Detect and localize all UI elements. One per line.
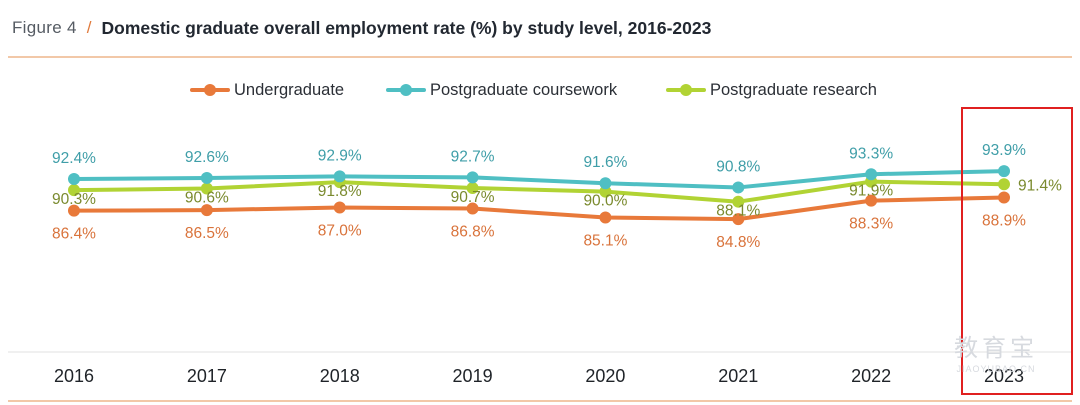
series-line-undergraduate [72,195,1006,222]
highlight-box-2023 [961,107,1073,395]
data-label-undergraduate-2023: 88.9% [982,212,1026,229]
data-point-undergraduate-2022 [865,194,878,207]
data-point-undergraduate-2017 [200,204,213,217]
legend-item-postgraduate-coursework: Postgraduate coursework [386,78,617,102]
series-line-postgraduate-research [72,179,1006,204]
data-point-undergraduate-2020 [599,211,612,224]
data-point-undergraduate-2021 [732,213,745,226]
data-label-postgraduate-research-2017: 90.6% [185,190,229,207]
data-label-postgraduate-coursework-2022: 93.3% [849,145,893,162]
x-tick-label-2021: 2021 [718,366,758,386]
data-label-postgraduate-coursework-2016: 92.4% [52,150,96,167]
legend-swatch-undergraduate [190,84,230,96]
data-label-postgraduate-research-2019: 90.7% [451,189,495,206]
data-label-postgraduate-coursework-2018: 92.9% [318,147,362,164]
data-label-undergraduate-2017: 86.5% [185,225,229,242]
data-label-postgraduate-research-2016: 90.3% [52,191,96,208]
data-point-postgraduate-research-2017 [200,182,213,195]
data-label-postgraduate-research-2020: 90.0% [583,193,627,210]
data-point-postgraduate-coursework-2020 [599,177,612,190]
data-label-undergraduate-2019: 86.8% [451,224,495,241]
x-tick-label-2019: 2019 [453,366,493,386]
legend-label-postgraduate-coursework: Postgraduate coursework [430,80,618,99]
legend-swatch-postgraduate-research [666,84,706,96]
legend-swatch-postgraduate-coursework [386,84,426,96]
data-point-postgraduate-coursework-2021 [732,181,745,194]
series-line-postgraduate-coursework [72,169,1006,190]
legend-label-postgraduate-research: Postgraduate research [710,80,877,99]
x-tick-label-2018: 2018 [320,366,360,386]
legend-item-undergraduate: Undergraduate [190,78,344,102]
figure-separator: / [86,18,92,37]
data-point-postgraduate-coursework-2016 [68,173,80,185]
data-point-postgraduate-coursework-2017 [200,171,213,184]
data-label-postgraduate-research-2018: 91.8% [318,183,362,200]
data-point-postgraduate-research-2023 [998,178,1010,191]
data-label-postgraduate-coursework-2021: 90.8% [716,158,760,175]
data-label-postgraduate-research-2021: 88.1% [716,203,760,220]
data-point-postgraduate-research-2020 [599,185,612,198]
data-label-undergraduate-2021: 84.8% [716,234,760,251]
data-point-undergraduate-2023 [998,191,1010,204]
data-point-postgraduate-coursework-2022 [865,168,878,181]
data-point-undergraduate-2019 [466,202,479,215]
x-tick-label-2017: 2017 [187,366,227,386]
x-tick-label-2020: 2020 [585,366,625,386]
x-tick-label-2016: 2016 [54,366,94,386]
data-label-undergraduate-2020: 85.1% [583,233,627,250]
watermark-text: JIAOYUBAO.CN [956,364,1036,374]
data-label-postgraduate-research-2022: 91.9% [849,183,893,200]
data-label-postgraduate-coursework-2019: 92.7% [451,148,495,165]
data-point-postgraduate-research-2016 [68,184,80,197]
legend-item-postgraduate-research: Postgraduate research [666,78,877,102]
watermark: 教育宝 JIAOYUBAO.CN [926,328,1066,374]
data-point-postgraduate-coursework-2019 [466,171,479,184]
footer-rule [8,400,1072,402]
data-point-postgraduate-research-2021 [732,195,745,208]
data-point-postgraduate-research-2019 [466,181,479,194]
data-label-postgraduate-coursework-2023: 93.9% [982,142,1026,159]
figure-header: Figure 4 / Domestic graduate overall emp… [12,14,711,42]
data-label-postgraduate-coursework-2017: 92.6% [185,149,229,166]
data-label-undergraduate-2022: 88.3% [849,216,893,233]
data-label-undergraduate-2016: 86.4% [52,226,96,243]
x-tick-label-2022: 2022 [851,366,891,386]
legend-label-undergraduate: Undergraduate [234,80,345,99]
data-point-postgraduate-coursework-2018 [333,170,346,183]
data-label-undergraduate-2018: 87.0% [318,223,362,240]
data-point-postgraduate-coursework-2023 [998,165,1010,178]
data-point-undergraduate-2016 [68,204,80,217]
data-label-postgraduate-research-2023: 91.4% [1018,177,1062,194]
x-tick-label-2023: 2023 [984,366,1024,386]
header-rule [8,56,1072,58]
figure-label: Figure 4 [12,18,77,37]
data-label-postgraduate-coursework-2020: 91.6% [583,154,627,171]
chart-legend: Undergraduate Postgraduate coursework Po… [0,78,1080,102]
data-point-undergraduate-2018 [333,201,346,214]
figure-title: Domestic graduate overall employment rat… [101,17,712,38]
watermark-logo: 教育宝 [954,335,1038,362]
